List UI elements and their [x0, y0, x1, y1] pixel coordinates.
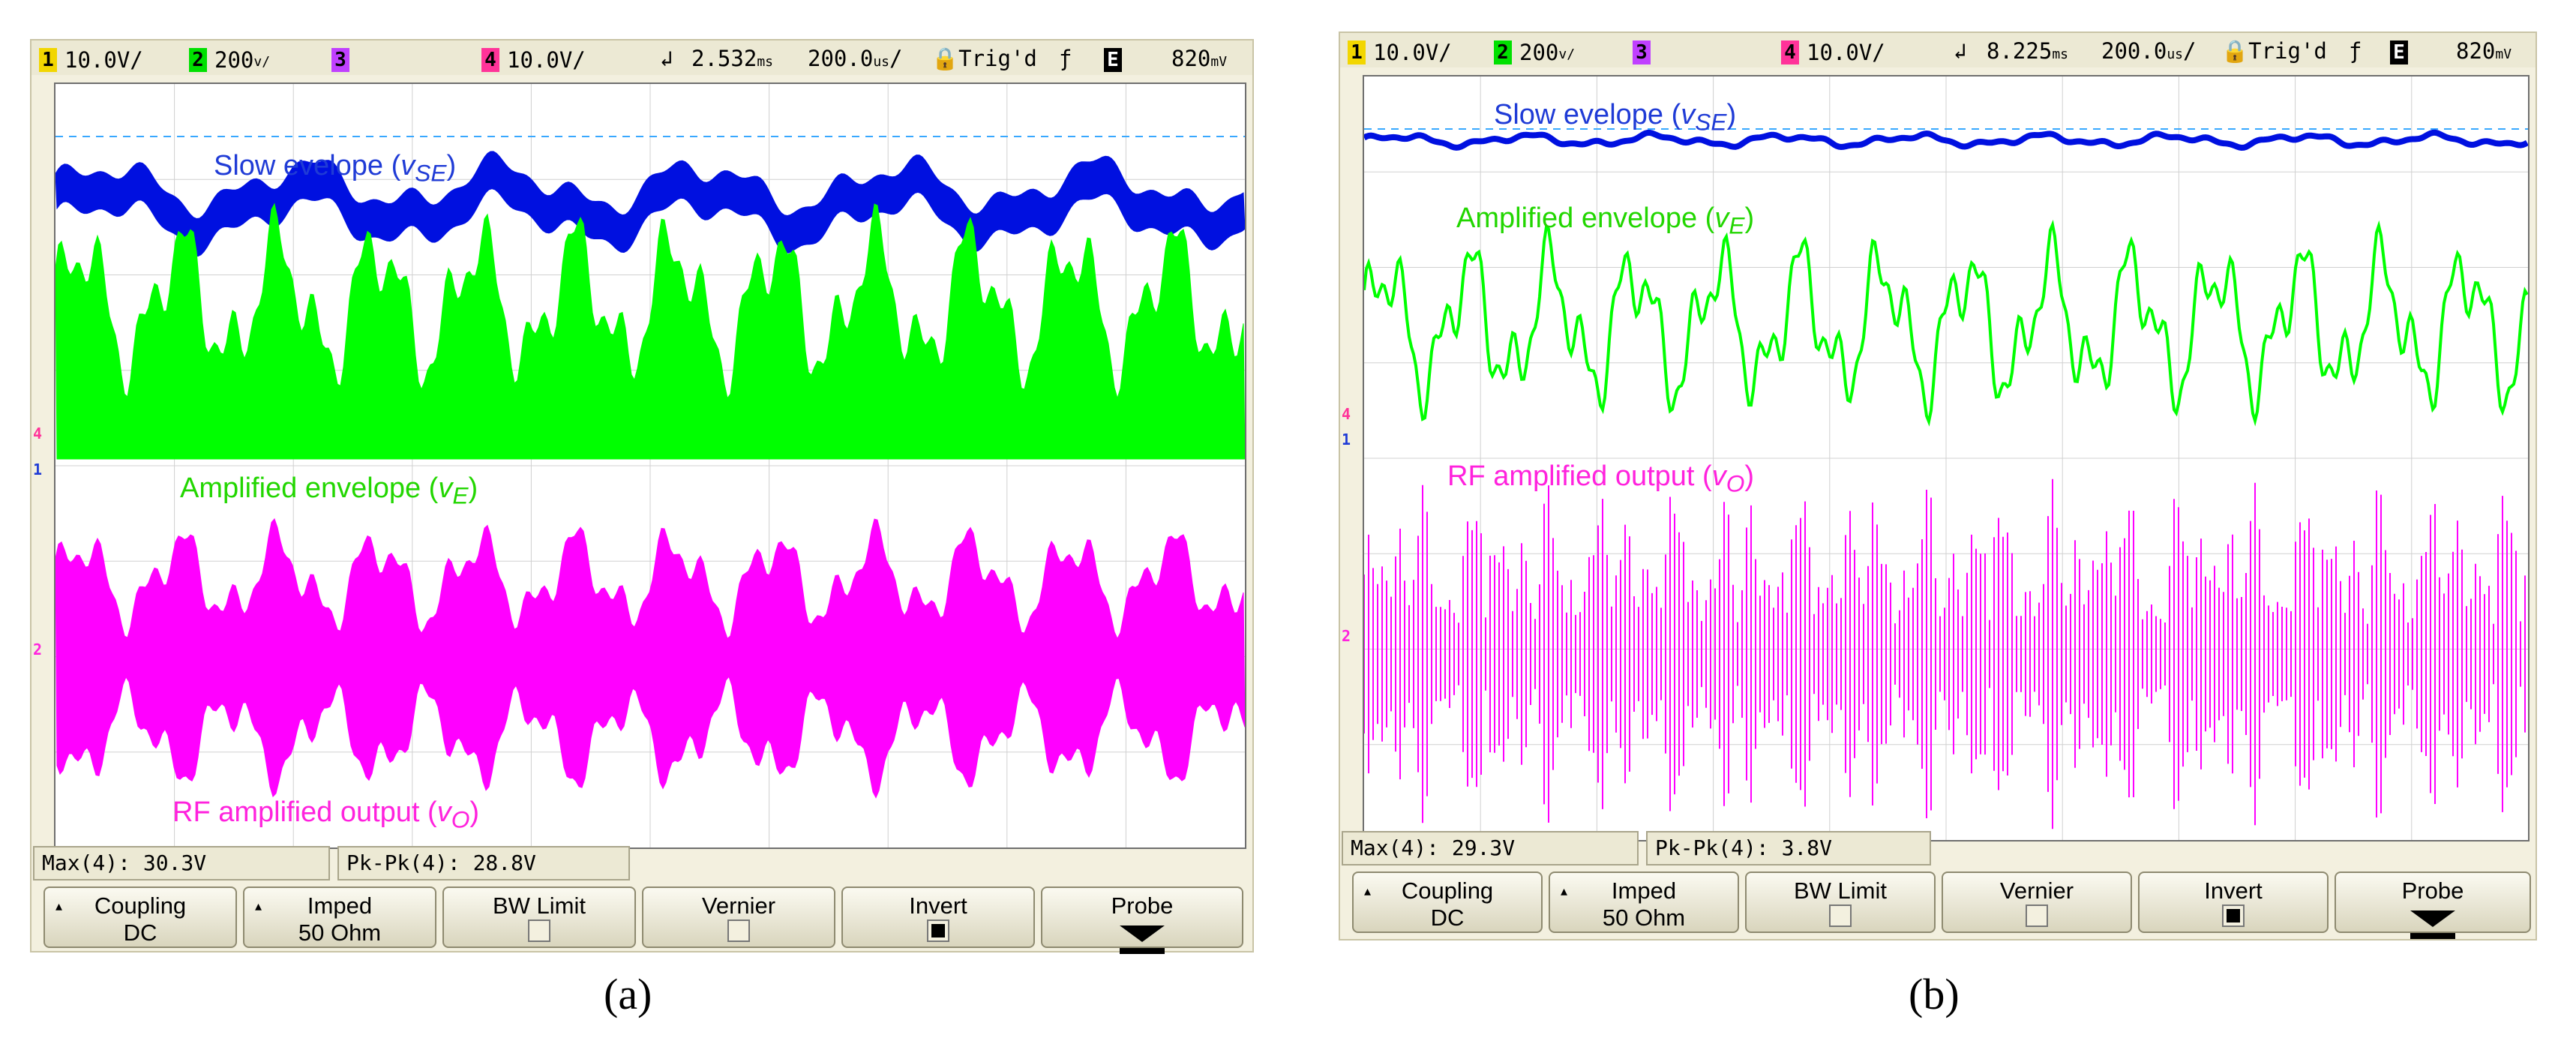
ch4-indicator-b[interactable]: 4 10.0V/ — [1781, 38, 1885, 65]
status-bar-b: 1 10.0V/ 2 200v/ 3 4 10.0V/ ↲ 8.225ms 200.0… — [1340, 33, 2536, 68]
ch2-ground-marker-b: 2 — [1342, 627, 1351, 645]
probe-softkey-b[interactable]: Probe — [2335, 872, 2531, 939]
rf-output-trace — [1364, 478, 2526, 830]
coupling-softkey-a[interactable]: ▴ Coupling DC — [43, 886, 237, 948]
invert-softkey-b[interactable]: Invert — [2138, 872, 2329, 933]
measurement-pkpk-b: Pk-Pk(4): 3.8V — [1646, 831, 1931, 866]
menu-arrow-icon: ▴ — [55, 898, 63, 914]
waveform-display-b — [1364, 76, 2528, 840]
measurement-pkpk-a: Pk-Pk(4): 28.8V — [337, 846, 630, 880]
ext-indicator-b[interactable]: E — [2390, 38, 2416, 64]
ch4-ground-marker-a: 4 — [33, 424, 43, 442]
vernier-checkbox-a[interactable] — [727, 920, 750, 942]
ext-level-b: 820mV — [2456, 38, 2512, 64]
trigger-edge-icon-b: ƒ — [2349, 38, 2362, 64]
slow-envelope-label-a: Slow evelope (vSE) — [214, 150, 457, 187]
trigger-position-icon-b: ↲ — [1954, 38, 1967, 64]
probe-softkey-a[interactable]: Probe — [1041, 886, 1243, 954]
ch1-ground-marker-a: 1 — [33, 460, 43, 478]
measurement-max-a: Max(4): 30.3V — [33, 846, 330, 880]
slow-envelope-trace — [1364, 129, 2528, 152]
slow-envelope-label-b: Slow evelope (vSE) — [1494, 99, 1737, 136]
vernier-softkey-b[interactable]: Vernier — [1942, 872, 2132, 933]
imped-softkey-b[interactable]: ▴ Imped 50 Ohm — [1549, 872, 1739, 933]
ch1-indicator-a[interactable]: 1 10.0V/ — [39, 46, 143, 73]
ch2-ground-marker-a: 2 — [33, 640, 43, 658]
invert-softkey-a[interactable]: Invert — [841, 886, 1035, 948]
imped-softkey-a[interactable]: ▴ Imped 50 Ohm — [243, 886, 436, 948]
amplified-envelope-trace — [1364, 219, 2528, 427]
amplified-envelope-label-b: Amplified envelope (vE) — [1456, 202, 1755, 239]
ch4-ground-marker-b: 4 — [1342, 405, 1351, 423]
timebase-b: 200.0us/ — [2101, 38, 2197, 64]
waveform-screen-b — [1363, 75, 2530, 842]
trig-status-a: 🔒Trig'd — [931, 46, 1037, 71]
bw-limit-softkey-b[interactable]: BW Limit — [1745, 872, 1936, 933]
ch1-indicator-b[interactable]: 1 10.0V/ — [1348, 38, 1452, 65]
amplified-envelope-trace — [55, 202, 1245, 460]
trigger-time-a: 2.532ms — [691, 46, 773, 71]
ch3-indicator-b[interactable]: 3 — [1633, 38, 1658, 64]
bw-limit-softkey-a[interactable]: BW Limit — [442, 886, 636, 948]
vernier-softkey-a[interactable]: Vernier — [642, 886, 835, 948]
rf-output-trace — [55, 518, 1245, 799]
oscilloscope-a: 1 10.0V/ 2 200v/ 3 4 10.0V/ ↲ 2.532ms 200.0… — [30, 39, 1254, 954]
waveform-display-a — [55, 84, 1245, 848]
ext-indicator-a[interactable]: E — [1104, 46, 1129, 72]
trigger-position-icon-a: ↲ — [660, 46, 673, 71]
bw-limit-checkbox-a[interactable] — [528, 920, 550, 942]
menu-arrow-icon: ▴ — [1561, 884, 1568, 898]
trigger-time-b: 8.225ms — [1987, 38, 2068, 64]
caption-b: (b) — [1909, 970, 1960, 1018]
waveform-screen-a — [54, 82, 1246, 849]
rf-output-label-a: RF amplified output (vO) — [172, 796, 479, 833]
coupling-softkey-b[interactable]: ▴ Coupling DC — [1352, 872, 1543, 933]
slow-envelope-trace — [55, 151, 1245, 257]
timebase-a: 200.0us/ — [808, 46, 903, 71]
down-arrow-icon — [2410, 910, 2455, 927]
ch2-indicator-b[interactable]: 2 200v/ — [1494, 38, 1575, 65]
menu-arrow-icon: ▴ — [255, 898, 262, 914]
oscilloscope-b: 1 10.0V/ 2 200v/ 3 4 10.0V/ ↲ 8.225ms 200.0… — [1339, 32, 2537, 940]
lock-icon: 🔒 — [2221, 38, 2249, 64]
invert-checkbox-b[interactable] — [2222, 904, 2245, 927]
down-arrow-icon — [1120, 926, 1165, 942]
trigger-edge-icon-a: ƒ — [1059, 46, 1072, 71]
ch1-ground-marker-b: 1 — [1342, 430, 1351, 448]
rf-output-label-b: RF amplified output (vO) — [1447, 460, 1754, 497]
ch2-indicator-a[interactable]: 2 200v/ — [189, 46, 270, 73]
amplified-envelope-label-a: Amplified envelope (vE) — [180, 472, 478, 509]
lock-icon: 🔒 — [931, 46, 959, 71]
bw-limit-checkbox-b[interactable] — [1829, 904, 1852, 927]
ch3-indicator-a[interactable]: 3 — [331, 46, 357, 72]
ext-level-a: 820mV — [1171, 46, 1228, 71]
caption-a: (a) — [604, 970, 652, 1018]
menu-arrow-icon: ▴ — [1364, 884, 1372, 898]
invert-checkbox-a[interactable] — [927, 920, 949, 942]
status-bar-a: 1 10.0V/ 2 200v/ 3 4 10.0V/ ↲ 2.532ms 200.0… — [31, 40, 1252, 75]
measurement-max-b: Max(4): 29.3V — [1342, 831, 1639, 866]
trig-status-b: 🔒Trig'd — [2221, 38, 2327, 64]
vernier-checkbox-b[interactable] — [2026, 904, 2048, 927]
ch4-indicator-a[interactable]: 4 10.0V/ — [481, 46, 586, 73]
